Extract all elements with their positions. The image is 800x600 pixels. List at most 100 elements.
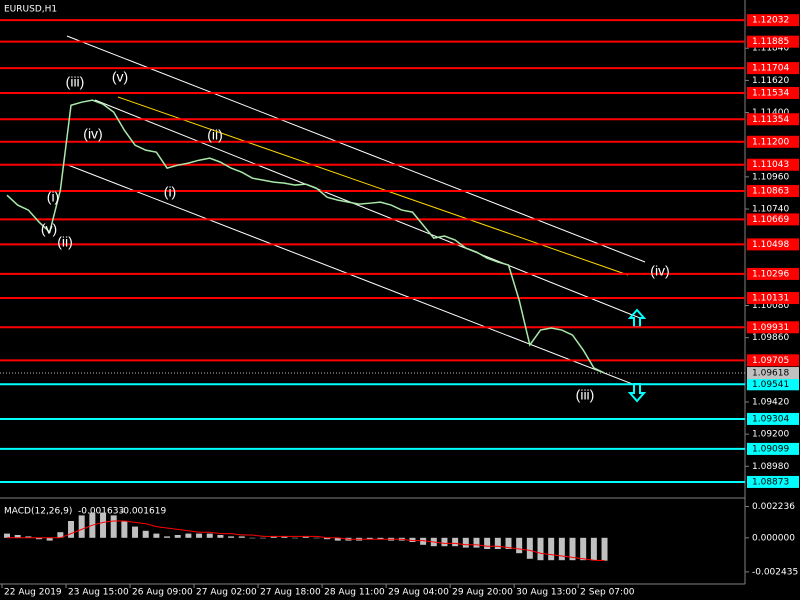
channel-line bbox=[94, 99, 641, 319]
macd-y-tick-label: 0.002236 bbox=[752, 502, 795, 512]
y-tick-label: 1.11400 bbox=[752, 108, 789, 118]
wave-label: (i) bbox=[164, 184, 176, 200]
macd-bar bbox=[473, 537, 480, 548]
level-label-box bbox=[747, 213, 799, 226]
y-tick-label: 1.09860 bbox=[752, 333, 789, 343]
macd-bar bbox=[217, 535, 224, 538]
y-tick-label: 1.10960 bbox=[752, 172, 789, 182]
macd-bar bbox=[558, 537, 565, 561]
macd-bar bbox=[4, 533, 10, 538]
macd-bar bbox=[462, 537, 469, 548]
macd-bar bbox=[270, 536, 277, 538]
level-label-box bbox=[747, 35, 799, 48]
macd-bar bbox=[494, 537, 501, 549]
macd-bar bbox=[14, 535, 21, 538]
level-label: 1.09099 bbox=[752, 444, 789, 454]
channel-line bbox=[67, 164, 636, 386]
level-label-box bbox=[747, 378, 799, 391]
macd-bar bbox=[377, 537, 384, 540]
macd-bar bbox=[366, 537, 373, 540]
x-tick-label: 28 Aug 11:00 bbox=[324, 588, 385, 598]
current-price-box bbox=[747, 367, 799, 380]
macd-bar bbox=[548, 537, 555, 561]
level-label: 1.09705 bbox=[752, 356, 789, 366]
level-label-box bbox=[747, 113, 799, 126]
wave-label: (ii) bbox=[207, 127, 223, 143]
macd-bar bbox=[516, 537, 523, 554]
macd-bar bbox=[68, 521, 75, 538]
level-label: 1.09541 bbox=[752, 380, 789, 390]
macd-bar bbox=[409, 537, 416, 542]
y-tick-label: 1.10080 bbox=[752, 301, 789, 311]
level-label-box bbox=[747, 185, 799, 198]
macd-signal-value: -0.001619 bbox=[120, 507, 166, 517]
macd-bar bbox=[132, 526, 139, 538]
macd-bar bbox=[302, 536, 309, 538]
level-label-box bbox=[747, 267, 799, 280]
level-label: 1.11200 bbox=[752, 137, 789, 147]
level-label-box bbox=[747, 158, 799, 171]
macd-bar bbox=[537, 537, 544, 561]
macd-bar bbox=[164, 536, 171, 538]
level-label: 1.08873 bbox=[752, 477, 789, 487]
macd-bar bbox=[174, 535, 181, 538]
macd-bar bbox=[185, 533, 192, 538]
macd-y-tick-label: -0.002435 bbox=[752, 567, 798, 577]
macd-bar bbox=[142, 530, 149, 538]
level-label-box bbox=[747, 442, 799, 455]
level-label-box bbox=[747, 62, 799, 75]
macd-y-tick-label: 0.000000 bbox=[752, 533, 795, 543]
wave-label: (iv) bbox=[83, 126, 102, 142]
macd-bar bbox=[46, 537, 53, 541]
macd-bar bbox=[569, 537, 576, 561]
macd-bar bbox=[249, 537, 256, 539]
macd-bar bbox=[601, 537, 608, 561]
level-label-box bbox=[747, 238, 799, 251]
current-price-label: 1.09618 bbox=[752, 369, 789, 379]
macd-bar bbox=[441, 537, 448, 547]
macd-bar bbox=[206, 533, 213, 538]
x-tick-label: 26 Aug 09:00 bbox=[132, 588, 193, 598]
wave-label: (ii) bbox=[57, 234, 73, 250]
channel-line bbox=[66, 35, 646, 263]
level-label-box bbox=[747, 412, 799, 425]
macd-bar bbox=[228, 536, 235, 538]
level-label: 1.11534 bbox=[752, 88, 789, 98]
y-tick-label: 1.10740 bbox=[752, 205, 789, 215]
macd-bar bbox=[292, 537, 299, 539]
macd-signal-line bbox=[7, 520, 605, 561]
price-line bbox=[6, 99, 605, 374]
level-label: 1.10498 bbox=[752, 240, 789, 250]
x-tick-label: 27 Aug 18:00 bbox=[260, 588, 321, 598]
macd-bar bbox=[580, 537, 587, 561]
macd-bar bbox=[260, 537, 267, 539]
wave-label: (iii) bbox=[66, 74, 85, 90]
level-label-box bbox=[747, 321, 799, 334]
macd-bar bbox=[452, 537, 459, 547]
wave-label: (i) bbox=[47, 189, 59, 205]
x-tick-label: 27 Aug 02:00 bbox=[196, 588, 257, 598]
level-label: 1.11043 bbox=[752, 160, 789, 170]
macd-bar bbox=[526, 537, 533, 559]
level-label-box bbox=[747, 86, 799, 99]
macd-bar bbox=[420, 537, 427, 545]
y-tick-label: 1.11620 bbox=[752, 76, 789, 86]
macd-bar bbox=[25, 536, 32, 538]
macd-bar bbox=[334, 537, 341, 541]
macd-bar bbox=[196, 533, 203, 538]
macd-bar bbox=[238, 536, 245, 538]
x-tick-label: 23 Aug 15:00 bbox=[68, 588, 129, 598]
x-tick-label: 30 Aug 13:00 bbox=[516, 588, 577, 598]
wave-label: (v) bbox=[41, 221, 57, 237]
level-label: 1.09304 bbox=[752, 414, 789, 424]
macd-bar bbox=[324, 537, 331, 540]
level-label-box bbox=[747, 292, 799, 305]
macd-bar bbox=[281, 536, 288, 538]
macd-bar bbox=[590, 537, 597, 561]
macd-bar bbox=[505, 537, 512, 549]
level-label: 1.11704 bbox=[752, 64, 789, 74]
macd-bar bbox=[36, 537, 43, 540]
macd-bar bbox=[110, 515, 117, 538]
